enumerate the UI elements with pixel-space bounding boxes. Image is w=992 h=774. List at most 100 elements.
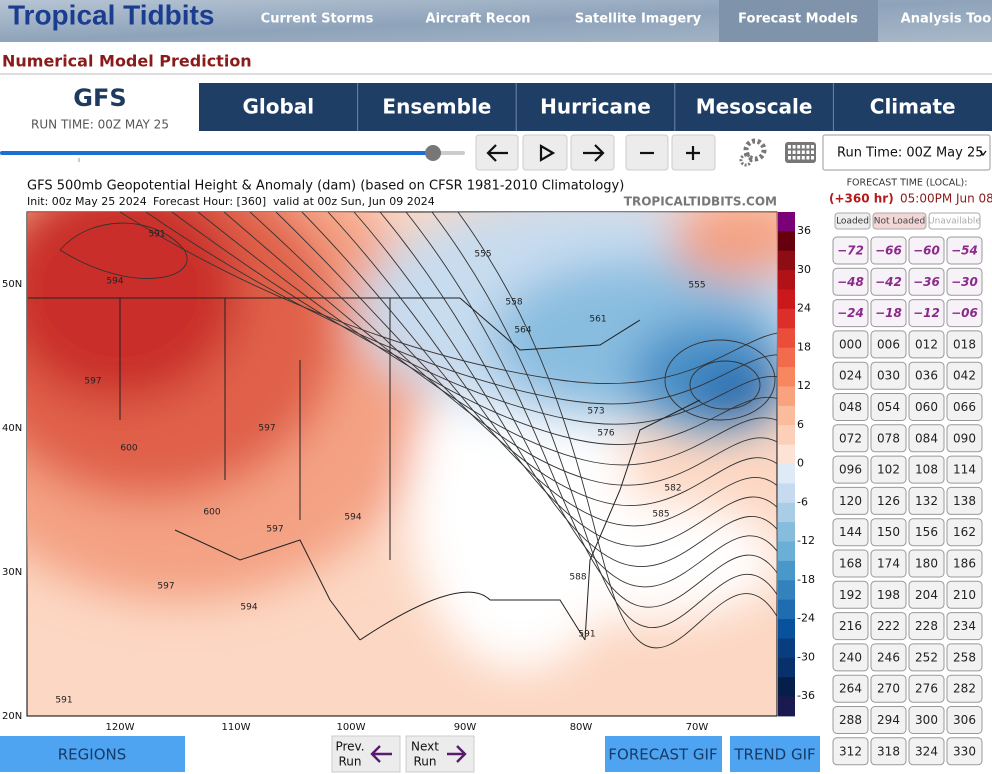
tab[interactable]: Mesoscale bbox=[696, 95, 813, 119]
trend-gif-button[interactable] bbox=[730, 736, 820, 772]
map-layer: 591 594 597 600 600 597 597 594 597 594 591 555 558 5… bbox=[27, 212, 777, 706]
hour-button[interactable] bbox=[946, 486, 983, 515]
hour-button[interactable] bbox=[870, 643, 907, 672]
hour-button[interactable] bbox=[832, 330, 869, 359]
hour-button[interactable] bbox=[870, 361, 907, 390]
tab[interactable]: Hurricane bbox=[540, 95, 651, 119]
hour-button[interactable] bbox=[908, 330, 945, 359]
hour-button[interactable] bbox=[946, 236, 983, 265]
hour-button[interactable] bbox=[870, 486, 907, 515]
colorbar-segment bbox=[778, 250, 795, 271]
colorbar-segment bbox=[778, 580, 795, 601]
nav-link[interactable]: Satellite Imagery bbox=[575, 12, 702, 27]
hour-button[interactable] bbox=[870, 236, 907, 265]
hour-button[interactable] bbox=[908, 580, 945, 609]
hour-button[interactable] bbox=[832, 236, 869, 265]
hour-button[interactable] bbox=[832, 549, 869, 578]
hour-button[interactable] bbox=[946, 518, 983, 547]
slider-knob[interactable] bbox=[425, 145, 441, 161]
hour-button[interactable] bbox=[908, 612, 945, 641]
hour-button[interactable] bbox=[946, 580, 983, 609]
hour-button[interactable] bbox=[946, 424, 983, 453]
hour-button[interactable] bbox=[908, 455, 945, 484]
hour-button[interactable] bbox=[946, 299, 983, 328]
contour-label: 591 bbox=[55, 696, 72, 706]
forecast-gif-button[interactable] bbox=[605, 736, 722, 772]
hour-button[interactable] bbox=[870, 455, 907, 484]
hour-button[interactable] bbox=[832, 643, 869, 672]
hour-button[interactable] bbox=[832, 706, 869, 734]
nav-link[interactable]: Aircraft Recon bbox=[426, 12, 531, 27]
colorbar-segment bbox=[778, 677, 795, 698]
hour-button[interactable] bbox=[832, 424, 869, 453]
hour-button[interactable] bbox=[870, 330, 907, 359]
hour-button[interactable] bbox=[908, 393, 945, 421]
colorbar-segment bbox=[778, 599, 795, 620]
hour-button[interactable] bbox=[908, 549, 945, 578]
hour-button[interactable] bbox=[908, 267, 945, 296]
hour-button[interactable] bbox=[908, 737, 945, 766]
map-watermark: TROPICALTIDBITS.COM bbox=[624, 195, 777, 209]
hour-button[interactable] bbox=[946, 549, 983, 578]
hour-button[interactable] bbox=[832, 299, 869, 328]
hour-button[interactable] bbox=[908, 518, 945, 547]
nav-link[interactable]: Forecast Models bbox=[738, 12, 858, 27]
keyboard-key bbox=[792, 156, 796, 160]
hour-label: 132 bbox=[915, 494, 938, 508]
hour-button[interactable] bbox=[946, 737, 983, 766]
hour-button[interactable] bbox=[946, 330, 983, 359]
hour-button[interactable] bbox=[946, 643, 983, 672]
hour-button[interactable] bbox=[908, 361, 945, 390]
legend-box bbox=[834, 212, 871, 230]
hour-button[interactable] bbox=[946, 612, 983, 641]
prev-run-label: Run bbox=[338, 755, 361, 769]
hour-button[interactable] bbox=[870, 737, 907, 766]
hour-button[interactable] bbox=[870, 393, 907, 421]
hour-button[interactable] bbox=[832, 580, 869, 609]
hour-button[interactable] bbox=[870, 706, 907, 734]
hour-button[interactable] bbox=[908, 236, 945, 265]
tab[interactable]: Global bbox=[242, 95, 314, 119]
hour-button[interactable] bbox=[908, 424, 945, 453]
hour-button[interactable] bbox=[946, 393, 983, 421]
hour-button[interactable] bbox=[946, 455, 983, 484]
hour-button[interactable] bbox=[946, 267, 983, 296]
nav-link[interactable]: Current Storms bbox=[261, 12, 374, 27]
hour-label: 186 bbox=[953, 557, 976, 571]
hour-button[interactable] bbox=[870, 518, 907, 547]
hour-button[interactable] bbox=[870, 612, 907, 641]
colorbar-label: 12 bbox=[797, 379, 811, 392]
hour-button[interactable] bbox=[946, 674, 983, 703]
hour-button[interactable] bbox=[870, 299, 907, 328]
hour-button[interactable] bbox=[832, 455, 869, 484]
hour-button[interactable] bbox=[870, 549, 907, 578]
hour-button[interactable] bbox=[832, 361, 869, 390]
hour-button[interactable] bbox=[832, 674, 869, 703]
hour-button[interactable] bbox=[908, 643, 945, 672]
play-button[interactable] bbox=[522, 134, 568, 171]
regions-button[interactable] bbox=[0, 736, 185, 772]
run-select[interactable] bbox=[822, 134, 991, 171]
tab[interactable]: Ensemble bbox=[382, 95, 491, 119]
hour-button[interactable] bbox=[870, 580, 907, 609]
hour-button[interactable] bbox=[908, 706, 945, 734]
hour-button[interactable] bbox=[870, 674, 907, 703]
hour-button[interactable] bbox=[908, 299, 945, 328]
hour-button[interactable] bbox=[832, 612, 869, 641]
hour-button[interactable] bbox=[946, 706, 983, 734]
settings-icon[interactable] bbox=[743, 138, 767, 162]
hour-button[interactable] bbox=[832, 267, 869, 296]
hour-button[interactable] bbox=[832, 737, 869, 766]
hour-button[interactable] bbox=[946, 361, 983, 390]
nav-link[interactable]: Analysis Tools bbox=[901, 12, 992, 27]
tab[interactable]: Climate bbox=[870, 95, 956, 119]
hour-button[interactable] bbox=[870, 424, 907, 453]
hour-button[interactable] bbox=[832, 518, 869, 547]
hour-button[interactable] bbox=[832, 486, 869, 515]
hour-button[interactable] bbox=[832, 393, 869, 421]
hour-button[interactable] bbox=[908, 674, 945, 703]
hour-button[interactable] bbox=[870, 267, 907, 296]
hour-button[interactable] bbox=[908, 486, 945, 515]
colorbar-segment bbox=[778, 444, 795, 465]
